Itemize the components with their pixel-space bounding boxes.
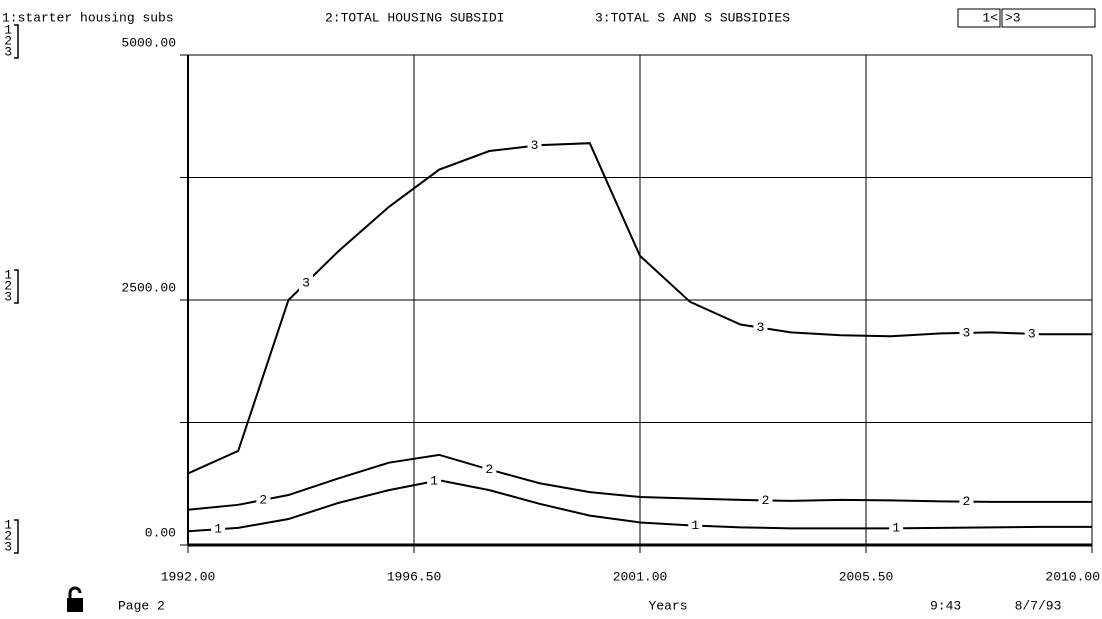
axis-bracket [14,269,19,304]
axis-bracket [14,24,19,59]
series-line [187,142,1092,475]
x-tick-label: 2010.00 [1045,569,1100,584]
line-label: 1 [214,522,222,537]
line-label-bg [427,473,442,490]
y-tick-label: 2500.00 [121,280,176,295]
line-label-bg [959,324,974,341]
axis-series-label: 3 [4,44,12,59]
line-label: 2 [963,494,971,509]
line-label: 3 [531,138,539,153]
line-label: 2 [485,462,493,477]
line-label-bg [758,492,773,509]
line-label-bg [959,493,974,510]
x-tick-label: 1996.50 [387,569,442,584]
line-label-bg [527,137,542,154]
nav-label[interactable]: 1< [982,10,998,25]
axis-series-label: 2 [4,528,12,543]
line-label: 3 [1028,326,1036,341]
line-label: 3 [963,325,971,340]
line-label-bg [482,461,497,478]
nav-button[interactable] [1001,8,1096,28]
line-label-bg [753,319,768,336]
line-label: 3 [757,320,765,335]
line-label: 3 [302,275,310,290]
line-label-bg [211,521,226,538]
nav-button[interactable] [957,8,1001,28]
page-label: Page 2 [118,598,165,613]
line-label: 1 [430,474,438,489]
legend-entry: 1:starter housing subs [2,10,174,25]
line-label: 1 [691,518,699,533]
lock-icon [67,586,83,612]
line-label: 1 [892,521,900,536]
line-label-bg [688,517,703,534]
line-label: 2 [259,492,267,507]
line-label-bg [1024,325,1039,342]
nav-label[interactable]: >3 [1005,10,1021,25]
axis-series-label: 1 [4,22,12,37]
series-line [187,479,1092,533]
x-axis-label: Years [648,598,687,613]
x-tick-label: 2001.00 [613,569,668,584]
y-tick-label: 5000.00 [121,35,176,50]
legend-entry: 3:TOTAL S AND S SUBSIDIES [595,10,790,25]
time: 9:43 [930,598,961,613]
date: 8/7/93 [1015,598,1062,613]
line-label-bg [256,491,271,508]
line-label-bg [889,520,904,537]
x-tick-label: 1992.00 [161,569,216,584]
axis-series-label: 2 [4,278,12,293]
y-tick-label: 0.00 [145,525,176,540]
axis-series-label: 2 [4,33,12,48]
axis-series-label: 3 [4,289,12,304]
line-label: 2 [762,493,770,508]
series-line [187,453,1092,511]
x-tick-label: 2005.50 [839,569,894,584]
legend-entry: 2:TOTAL HOUSING SUBSIDI [325,10,504,25]
axis-series-label: 1 [4,517,12,532]
axis-series-label: 1 [4,267,12,282]
line-label-bg [299,274,314,291]
axis-bracket [14,519,19,554]
axis-series-label: 3 [4,539,12,554]
